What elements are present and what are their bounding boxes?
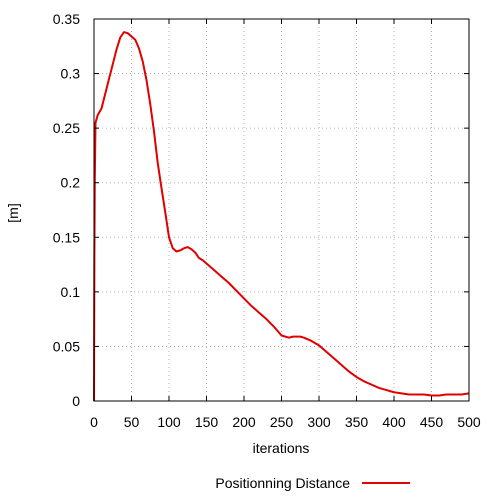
- x-tick-label: 500: [457, 414, 481, 430]
- x-tick-label: 50: [124, 414, 140, 430]
- x-tick-label: 400: [382, 414, 406, 430]
- y-tick-label: 0.2: [61, 175, 81, 191]
- legend-label-positionning-distance: Positionning Distance: [215, 475, 350, 491]
- y-tick-label: 0: [72, 393, 80, 409]
- legend: Positionning Distance: [215, 475, 410, 491]
- ticks-layer: 0 50 100 150 200 250 300 350 400 450 500 0 0.05 0.1 0.…: [53, 11, 481, 430]
- x-tick-label: 0: [90, 414, 98, 430]
- x-tick-label: 150: [195, 414, 219, 430]
- x-tick-label: 300: [307, 414, 331, 430]
- series-line-positionning-distance: [93, 31, 470, 402]
- y-axis-title: [m]: [5, 203, 21, 222]
- x-tick-label: 450: [420, 414, 444, 430]
- x-tick-label: 200: [232, 414, 256, 430]
- x-tick-label: 100: [157, 414, 181, 430]
- y-tick-label: 0.25: [53, 120, 80, 136]
- y-tick-label: 0.05: [53, 338, 80, 354]
- x-tick-label: 250: [270, 414, 294, 430]
- y-tick-label: 0.3: [61, 66, 81, 82]
- y-tick-label: 0.1: [61, 284, 81, 300]
- series-layer: [93, 31, 470, 402]
- y-tick-label: 0.15: [53, 229, 80, 245]
- x-axis-title: iterations: [253, 440, 310, 456]
- y-tick-label: 0.35: [53, 11, 80, 27]
- x-tick-label: 350: [345, 414, 369, 430]
- grid-layer: [94, 19, 469, 401]
